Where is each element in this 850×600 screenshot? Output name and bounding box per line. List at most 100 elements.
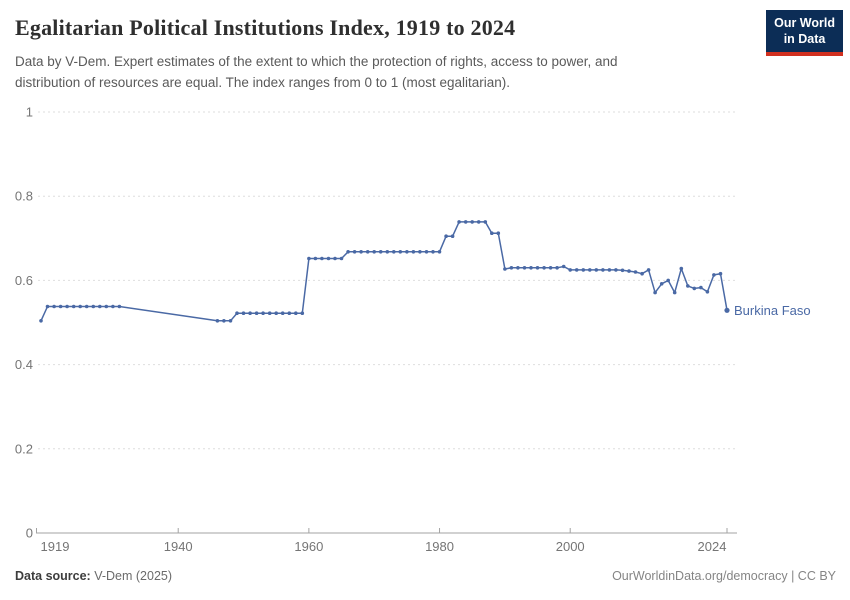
- data-point[interactable]: [346, 250, 350, 254]
- data-point[interactable]: [372, 250, 377, 254]
- data-point[interactable]: [307, 256, 311, 261]
- data-point[interactable]: [679, 266, 684, 271]
- data-point[interactable]: [548, 266, 553, 270]
- series-line-burkina-faso[interactable]: [40, 221, 728, 322]
- owid-logo: Our World in Data: [766, 10, 843, 56]
- data-point[interactable]: [424, 250, 429, 254]
- data-point[interactable]: [235, 311, 239, 316]
- data-point[interactable]: [111, 304, 115, 309]
- data-point[interactable]: [672, 290, 677, 295]
- data-point[interactable]: [653, 290, 657, 295]
- data-point[interactable]: [640, 271, 644, 276]
- data-point[interactable]: [65, 304, 69, 309]
- data-point[interactable]: [718, 271, 723, 276]
- data-point[interactable]: [724, 307, 730, 313]
- data-point[interactable]: [542, 266, 546, 270]
- data-point[interactable]: [359, 250, 363, 254]
- data-point[interactable]: [392, 250, 396, 254]
- data-point[interactable]: [352, 250, 357, 254]
- data-point[interactable]: [261, 311, 265, 316]
- data-point[interactable]: [98, 304, 102, 309]
- data-point[interactable]: [614, 268, 618, 272]
- data-point[interactable]: [476, 220, 481, 224]
- data-point[interactable]: [581, 268, 586, 272]
- data-point[interactable]: [228, 319, 233, 323]
- data-point[interactable]: [712, 273, 716, 277]
- data-point[interactable]: [52, 304, 56, 309]
- data-point[interactable]: [535, 266, 540, 270]
- x-axis-tick-label: 1940: [164, 539, 193, 554]
- data-point[interactable]: [450, 234, 455, 238]
- data-point[interactable]: [248, 311, 252, 316]
- data-point[interactable]: [274, 311, 279, 316]
- data-point[interactable]: [686, 284, 690, 288]
- data-point[interactable]: [39, 319, 43, 323]
- data-point[interactable]: [398, 250, 403, 254]
- data-point[interactable]: [568, 268, 572, 272]
- data-point[interactable]: [594, 268, 599, 272]
- data-point[interactable]: [699, 285, 703, 290]
- data-point[interactable]: [333, 256, 337, 261]
- data-point[interactable]: [503, 267, 507, 271]
- data-point[interactable]: [215, 319, 220, 323]
- data-point[interactable]: [483, 220, 488, 224]
- data-point[interactable]: [646, 268, 651, 272]
- data-point[interactable]: [457, 220, 461, 224]
- data-source-value: V-Dem (2025): [90, 569, 173, 583]
- data-point[interactable]: [588, 268, 592, 272]
- data-point[interactable]: [58, 304, 63, 309]
- data-point[interactable]: [104, 304, 109, 309]
- data-point[interactable]: [241, 311, 246, 316]
- data-point[interactable]: [555, 266, 559, 270]
- data-point[interactable]: [339, 256, 344, 261]
- data-point[interactable]: [45, 304, 50, 309]
- data-point[interactable]: [666, 278, 670, 283]
- data-point[interactable]: [222, 319, 226, 323]
- data-point[interactable]: [411, 250, 416, 254]
- data-point[interactable]: [470, 220, 475, 224]
- data-point[interactable]: [463, 220, 468, 224]
- data-point[interactable]: [254, 311, 259, 316]
- data-point[interactable]: [78, 304, 82, 309]
- data-point[interactable]: [378, 250, 383, 254]
- data-point[interactable]: [313, 256, 318, 261]
- data-point[interactable]: [522, 266, 527, 270]
- data-point[interactable]: [365, 250, 370, 254]
- data-point[interactable]: [431, 250, 435, 254]
- data-point[interactable]: [300, 311, 305, 316]
- y-axis-tick-label: 0.6: [15, 273, 33, 288]
- data-point[interactable]: [633, 270, 638, 274]
- data-point[interactable]: [418, 250, 422, 254]
- data-point[interactable]: [294, 311, 298, 316]
- data-point[interactable]: [405, 250, 409, 254]
- data-point[interactable]: [267, 311, 272, 316]
- data-point[interactable]: [437, 250, 442, 254]
- data-point[interactable]: [496, 231, 501, 235]
- data-point[interactable]: [516, 266, 520, 270]
- data-point[interactable]: [84, 304, 89, 309]
- data-point[interactable]: [607, 268, 612, 272]
- data-point[interactable]: [692, 286, 697, 291]
- data-point[interactable]: [659, 282, 664, 286]
- data-point[interactable]: [71, 304, 76, 309]
- data-point[interactable]: [561, 264, 566, 269]
- data-point[interactable]: [601, 268, 605, 272]
- credit-link[interactable]: OurWorldinData.org/democracy | CC BY: [612, 569, 836, 583]
- data-point[interactable]: [280, 311, 285, 316]
- data-point[interactable]: [620, 268, 625, 273]
- data-point[interactable]: [574, 268, 579, 272]
- data-point[interactable]: [320, 256, 324, 261]
- data-point[interactable]: [117, 304, 122, 309]
- data-point[interactable]: [509, 266, 514, 270]
- data-point[interactable]: [326, 256, 331, 261]
- data-point[interactable]: [705, 290, 710, 294]
- data-point[interactable]: [385, 250, 390, 254]
- data-point[interactable]: [529, 266, 533, 270]
- data-point[interactable]: [91, 304, 96, 309]
- data-point[interactable]: [490, 231, 494, 235]
- data-point[interactable]: [444, 234, 448, 238]
- data-point[interactable]: [287, 311, 292, 316]
- data-point[interactable]: [627, 269, 631, 273]
- series-label[interactable]: Burkina Faso: [734, 303, 811, 318]
